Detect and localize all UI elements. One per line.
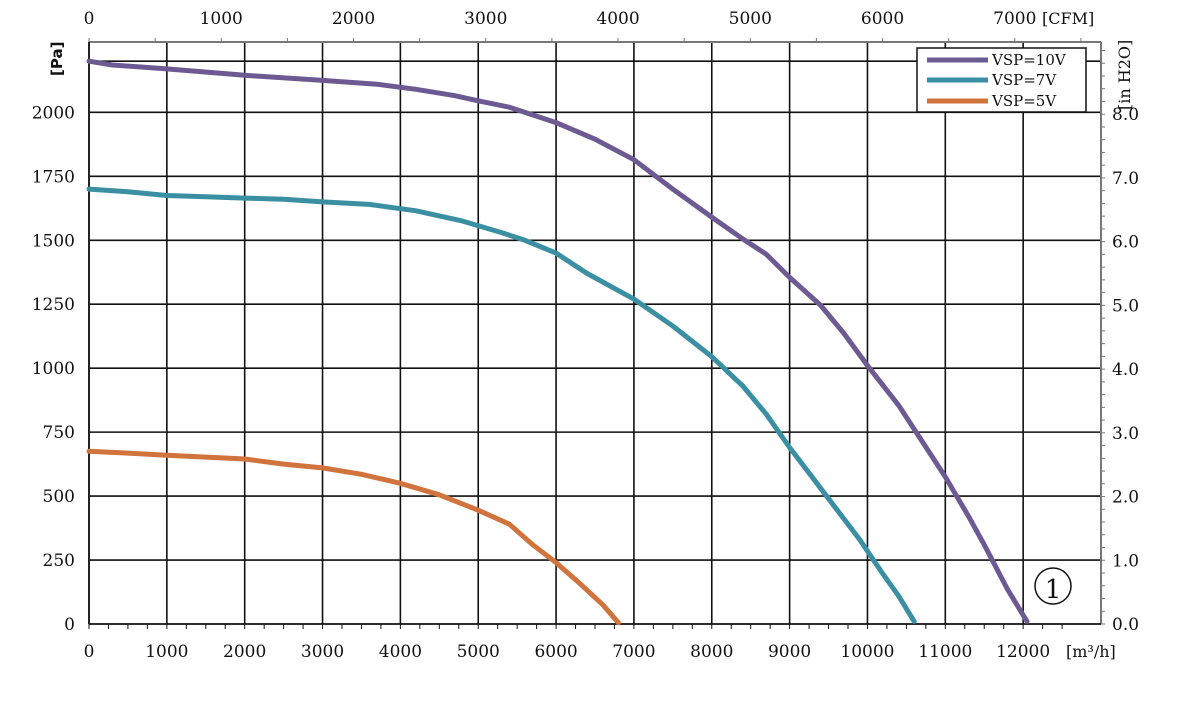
y-tick-label-left: 500 (43, 487, 75, 507)
y-unit-right: [in H2O] (1115, 40, 1134, 110)
x-unit-top: [CFM] (1042, 9, 1094, 28)
x-tick-label-bottom: 10000 (840, 642, 894, 662)
x-tick-label-bottom: 5000 (457, 642, 500, 662)
x-tick-label-bottom: 4000 (379, 642, 422, 662)
curve-number-badge: 1 (1034, 567, 1072, 605)
legend-label: VSP=7V (991, 71, 1057, 89)
series-line-vsp-10v (86, 58, 1030, 624)
y-tick-label-left: 2000 (32, 103, 75, 123)
y-tick-label-right: 5.0 (1112, 296, 1139, 316)
legend-label: VSP=5V (991, 92, 1057, 110)
x-tick-label-bottom: 0 (84, 642, 95, 662)
badge-circle (1034, 567, 1072, 605)
y-tick-label-right: 4.0 (1112, 360, 1139, 380)
x-tick-label-bottom: 3000 (301, 642, 344, 662)
grid (88, 42, 1101, 625)
x-tick-label-top: 4000 (596, 9, 639, 29)
y-tick-label-left: 0 (64, 615, 75, 635)
x-tick-label-bottom: 6000 (534, 642, 577, 662)
x-tick-label-bottom: 11000 (918, 642, 972, 662)
series-line-vsp-5v (86, 448, 621, 626)
x-tick-label-bottom: 12000 (996, 642, 1050, 662)
y-tick-label-right: 2.0 (1112, 488, 1139, 508)
x-tick-label-top: 1000 (200, 9, 243, 29)
y-tick-label-left: 1500 (32, 231, 75, 251)
x-tick-label-bottom: 2000 (223, 642, 266, 662)
curves (86, 58, 1030, 626)
x-tick-label-bottom: 9000 (768, 642, 811, 662)
x-tick-label-bottom: 1000 (145, 642, 188, 662)
x-tick-label-top: 5000 (729, 9, 772, 29)
x-tick-label-top: 0 (84, 9, 95, 29)
y-unit-left: [Pa] (48, 42, 66, 76)
axes-frame (88, 38, 1105, 629)
y-tick-label-right: 7.0 (1112, 169, 1139, 189)
y-tick-label-left: 250 (43, 551, 75, 571)
x-tick-label-top: 6000 (861, 9, 904, 29)
y-tick-label-left: 1000 (32, 359, 75, 379)
y-tick-label-right: 6.0 (1112, 233, 1139, 253)
x-tick-label-bottom: 7000 (612, 642, 655, 662)
badge-number: 1 (1045, 575, 1062, 605)
x-tick-label-bottom: 8000 (690, 642, 733, 662)
y-tick-label-left: 1250 (32, 295, 75, 315)
y-tick-label-right: 8.0 (1112, 105, 1139, 125)
legend: VSP=10V VSP=7V VSP=5V (916, 47, 1087, 113)
legend-label: VSP=10V (991, 51, 1067, 69)
x-tick-label-top: 3000 (464, 9, 507, 29)
x-tick-label-top: 2000 (332, 9, 375, 29)
y-tick-label-right: 1.0 (1112, 551, 1139, 571)
y-tick-label-left: 1750 (32, 167, 75, 187)
x-unit-bottom: [m³/h] (1066, 642, 1116, 661)
series-line-vsp-7v (86, 186, 917, 624)
tick-labels: 0 1000 2000 3000 4000 5000 6000 7000 8000 9000 100… (32, 9, 1139, 662)
y-tick-label-right: 3.0 (1112, 424, 1139, 444)
y-tick-label-right: 0.0 (1112, 615, 1139, 635)
y-tick-label-left: 750 (43, 423, 75, 443)
x-tick-label-top: 7000 (993, 9, 1036, 29)
